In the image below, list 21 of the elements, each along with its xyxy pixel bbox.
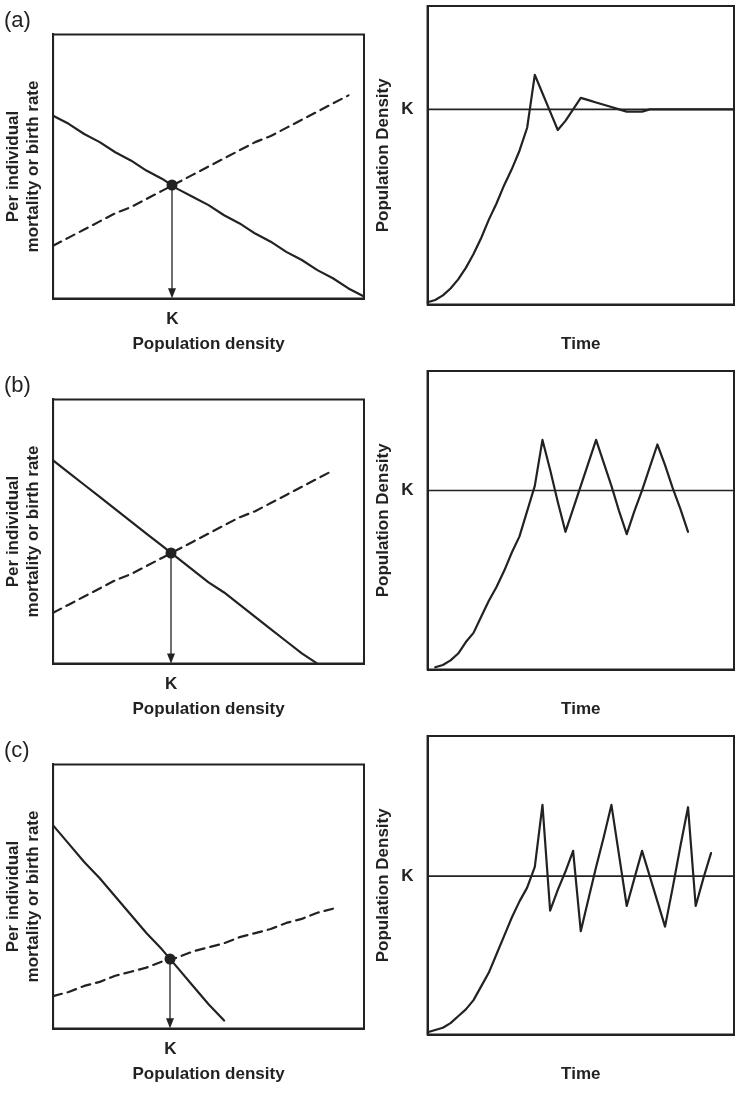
x-axis-title: Time: [561, 334, 601, 354]
y-axis-title: Per individual mortality or birth rate: [3, 810, 43, 983]
ref-line-label: K: [401, 480, 415, 500]
x-axis-title: Time: [561, 1064, 601, 1084]
y-axis-title: Population Density: [373, 77, 393, 233]
chart-title: (c): [4, 737, 30, 763]
x-axis-title: Population density: [132, 699, 286, 719]
y-axis-title: Per individual mortality or birth rate: [3, 445, 43, 618]
text: K: [164, 1038, 178, 1058]
text: K: [166, 308, 180, 328]
x-axis-title: Population density: [132, 334, 286, 354]
x-axis-title: Time: [561, 699, 601, 719]
y-axis-title: Population Density: [373, 807, 393, 963]
chart-title: (b): [4, 372, 31, 398]
ref-line-label: K: [401, 865, 415, 885]
y-axis-title: Per individual mortality or birth rate: [3, 80, 43, 253]
ref-line-label: K: [401, 99, 415, 119]
x-axis-title: Population density: [132, 1064, 286, 1084]
text: K: [165, 673, 179, 693]
chart-title: (a): [4, 7, 31, 33]
y-axis-title: Population Density: [373, 442, 393, 598]
